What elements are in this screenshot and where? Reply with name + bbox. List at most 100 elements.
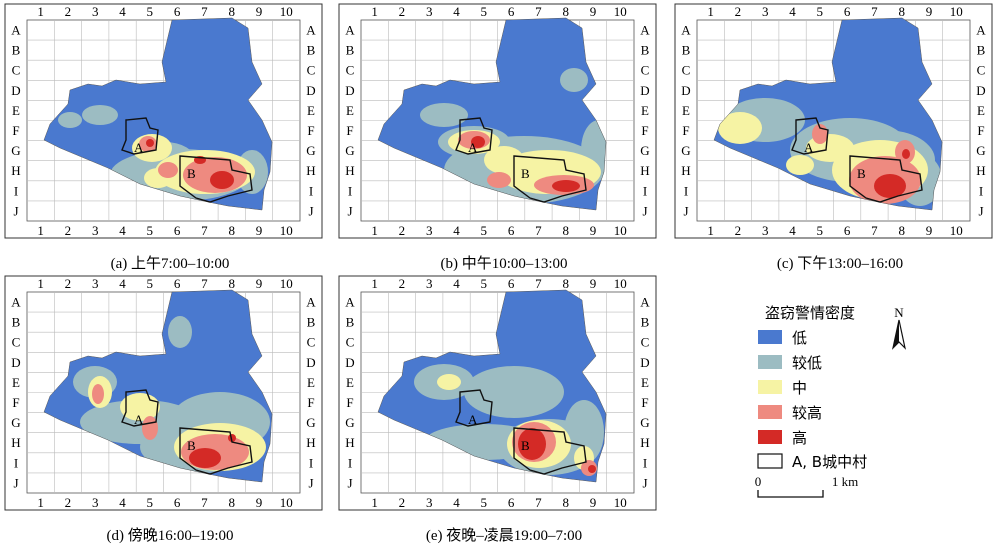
col-label-bottom: 2 [399, 495, 406, 510]
col-label-top: 5 [147, 276, 154, 291]
row-label-right: G [976, 143, 985, 158]
row-label-right: I [643, 455, 647, 470]
scale-end-label: 1 km [832, 474, 858, 489]
col-label-bottom: 4 [453, 223, 460, 238]
col-label-bottom: 8 [228, 495, 235, 510]
col-label-top: 2 [735, 4, 742, 19]
row-label-right: B [641, 315, 650, 330]
col-label-top: 7 [201, 4, 208, 19]
col-label-bottom: 10 [614, 495, 627, 510]
row-label-left: G [11, 415, 20, 430]
row-label-left: F [682, 123, 689, 138]
row-label-right: B [307, 315, 316, 330]
density-patch-higher [487, 172, 511, 188]
row-label-right: C [307, 335, 316, 350]
row-label-right: A [640, 295, 650, 310]
row-label-right: G [306, 415, 315, 430]
col-label-bottom: 9 [590, 223, 597, 238]
legend-label-high: 高 [792, 429, 807, 447]
density-surface [714, 18, 942, 210]
col-label-bottom: 1 [37, 495, 44, 510]
row-label-left: J [13, 475, 18, 490]
legend-swatch-village [757, 453, 783, 469]
col-label-bottom: 3 [762, 223, 769, 238]
row-label-left: H [345, 435, 354, 450]
col-label-top: 2 [65, 4, 72, 19]
row-label-left: C [12, 335, 21, 350]
row-label-right: C [307, 63, 316, 78]
row-label-right: F [307, 395, 314, 410]
density-patch-lower [58, 112, 82, 128]
village-a-outline [121, 117, 159, 155]
col-label-bottom: 3 [92, 223, 99, 238]
row-label-right: E [641, 375, 649, 390]
row-label-right: A [306, 23, 316, 38]
village-b-outline [513, 427, 587, 475]
col-label-top: 6 [174, 4, 181, 19]
legend-label-lower: 较低 [792, 354, 822, 372]
caption-panel-b: (b) 中午10:00–13:00 [440, 255, 567, 272]
col-label-bottom: 10 [614, 223, 627, 238]
density-patch-high [874, 174, 906, 198]
row-label-right: D [306, 83, 315, 98]
col-label-top: 8 [228, 4, 235, 19]
row-label-left: J [13, 203, 18, 218]
col-label-top: 2 [65, 276, 72, 291]
col-label-top: 10 [280, 276, 293, 291]
col-label-top: 10 [614, 276, 627, 291]
row-label-left: A [11, 23, 21, 38]
legend-swatch-high [758, 430, 782, 444]
row-label-left: F [346, 395, 353, 410]
row-label-right: B [977, 43, 986, 58]
col-label-top: 3 [426, 4, 433, 19]
density-patch-mid [437, 374, 461, 390]
col-label-bottom: 6 [508, 223, 515, 238]
caption-panel-c: (c) 下午13:00–16:00 [777, 255, 903, 272]
row-label-left: A [11, 295, 21, 310]
col-label-bottom: 3 [426, 495, 433, 510]
col-label-top: 5 [147, 4, 154, 19]
row-label-left: I [348, 183, 352, 198]
row-label-left: J [347, 475, 352, 490]
row-label-left: G [345, 415, 354, 430]
col-label-bottom: 9 [926, 223, 933, 238]
row-label-left: G [11, 143, 20, 158]
caption-panel-e: (e) 夜晚–凌晨19:00–7:00 [426, 527, 582, 544]
row-label-right: I [309, 455, 313, 470]
north-label: N [894, 305, 904, 320]
village-b-label: B [187, 438, 196, 453]
village-b-label: B [521, 438, 530, 453]
row-label-left: E [346, 103, 354, 118]
col-label-top: 5 [481, 4, 488, 19]
col-label-bottom: 4 [119, 495, 126, 510]
col-label-top: 3 [92, 276, 99, 291]
row-label-left: B [346, 315, 355, 330]
row-label-right: E [641, 103, 649, 118]
row-label-right: J [308, 203, 313, 218]
col-label-top: 10 [950, 4, 963, 19]
row-label-right: D [640, 355, 649, 370]
caption-panel-a: (a) 上午7:00–10:00 [111, 255, 230, 272]
legend-label-low: 低 [792, 329, 807, 347]
col-label-top: 5 [817, 4, 824, 19]
col-label-bottom: 8 [562, 495, 569, 510]
row-label-left: D [345, 83, 354, 98]
village-a-label: A [468, 140, 478, 155]
row-label-left: G [345, 143, 354, 158]
col-label-bottom: 9 [256, 223, 263, 238]
row-label-right: B [641, 43, 650, 58]
col-label-top: 1 [371, 276, 378, 291]
row-label-right: B [307, 43, 316, 58]
legend-label-higher: 较高 [792, 404, 822, 422]
col-label-top: 4 [453, 276, 460, 291]
density-patch-lower [82, 105, 118, 125]
row-label-right: I [979, 183, 983, 198]
row-label-left: H [11, 435, 20, 450]
legend-swatch-higher [758, 405, 782, 419]
col-label-bottom: 10 [950, 223, 963, 238]
col-label-top: 8 [562, 4, 569, 19]
density-patch-high [471, 136, 485, 148]
col-label-bottom: 9 [256, 495, 263, 510]
col-label-top: 9 [926, 4, 933, 19]
